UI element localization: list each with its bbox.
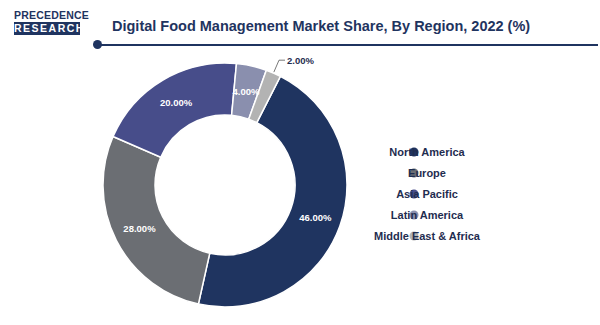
html-text:RESEARCH: RESEARCH [14,22,85,34]
svg-text:20.00%: 20.00% [160,97,193,108]
svg-text:46.00%: 46.00% [299,212,332,223]
svg-text:4.00%: 4.00% [232,86,259,97]
svg-text:Asia Pacific: Asia Pacific [396,188,458,200]
svg-text:Europe: Europe [408,167,446,179]
svg-text:2.00%: 2.00% [287,55,314,66]
svg-text:North America: North America [389,146,465,158]
html-text:Digital Food Management Market: Digital Food Management Market Share, By… [112,18,531,34]
svg-text:Middle East & Africa: Middle East & Africa [374,230,481,242]
html-text:PRECEDENCE: PRECEDENCE [14,9,89,21]
svg-text:28.00%: 28.00% [123,223,156,234]
svg-text:Latin America: Latin America [391,209,464,221]
